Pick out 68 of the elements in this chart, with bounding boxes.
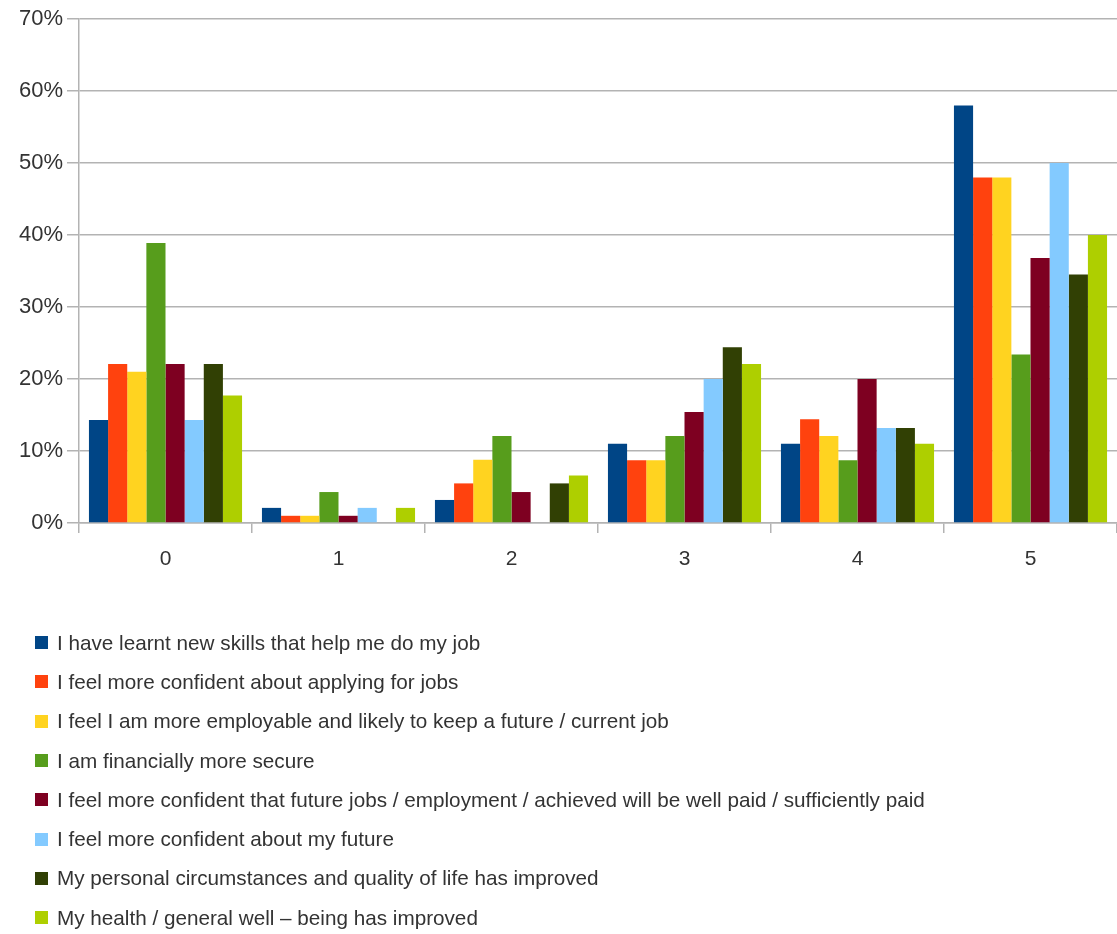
legend-label: I feel more confident that future jobs / employment / achieved will be well paid / sufficiently paid: [57, 787, 925, 812]
bar: [281, 515, 301, 523]
legend-label: My health / general well – being has improved: [57, 905, 478, 930]
bar: [684, 412, 704, 523]
bar: [780, 443, 801, 523]
y-tick-label: 10%: [18, 437, 63, 463]
bar: [395, 507, 416, 523]
x-tick-label: 4: [851, 546, 864, 570]
x-tick-label: 5: [1024, 546, 1037, 570]
bar: [1087, 235, 1108, 523]
bar: [819, 435, 839, 523]
legend-label: I have learnt new skills that help me do my job: [57, 630, 481, 655]
bar: [568, 475, 589, 523]
bar: [1030, 258, 1050, 523]
bar: [357, 507, 377, 523]
y-tick-label: 0%: [31, 509, 63, 535]
x-tick-label: 0: [159, 546, 172, 570]
bar: [184, 420, 204, 523]
bar: [473, 459, 493, 523]
bar: [722, 347, 742, 523]
bar: [665, 435, 685, 523]
bar: [434, 499, 455, 523]
bar: [319, 492, 339, 523]
bar: [203, 363, 223, 523]
bar: [511, 492, 531, 523]
bar: [646, 460, 666, 523]
x-tick-label: 1: [332, 546, 345, 570]
bar: [222, 395, 243, 523]
bar: [953, 105, 974, 523]
x-tick-label: 3: [678, 546, 691, 570]
bar: [300, 515, 320, 523]
bar: [261, 507, 282, 523]
legend-label: I feel more confident about my future: [57, 827, 394, 852]
bar: [800, 419, 820, 523]
bar: [549, 483, 569, 523]
bar: [492, 435, 512, 523]
legend-label: I am financially more secure: [57, 748, 315, 773]
bar: [165, 363, 185, 523]
bar: [146, 242, 166, 523]
y-tick-label: 60%: [18, 77, 63, 103]
bar: [876, 427, 896, 523]
legend-label: I feel I am more employable and likely to keep a future / current job: [57, 709, 669, 734]
bar: [1068, 274, 1088, 523]
bar: [895, 427, 915, 523]
bar: [627, 460, 647, 523]
legend-label: My personal circumstances and quality of life has improved: [57, 866, 599, 891]
bar: [607, 443, 628, 523]
legend-label: I feel more confident about applying for jobs: [57, 669, 459, 694]
y-tick-label: 20%: [18, 365, 63, 391]
bar: [454, 483, 474, 523]
bar: [1011, 354, 1031, 523]
bar: [973, 177, 993, 523]
bar: [703, 379, 723, 523]
bar: [1049, 163, 1069, 523]
bar: [857, 379, 877, 523]
bar: [992, 177, 1012, 523]
bar: [127, 371, 147, 523]
bar: [914, 443, 935, 523]
bar: [838, 460, 858, 523]
bar: [88, 420, 109, 523]
bar: [741, 363, 762, 523]
bar: [338, 515, 358, 523]
y-tick-label: 70%: [18, 5, 63, 31]
y-tick-label: 50%: [18, 149, 63, 175]
y-tick-label: 40%: [18, 221, 63, 247]
bar: [108, 363, 128, 523]
x-tick-label: 2: [505, 546, 518, 570]
y-tick-label: 30%: [18, 293, 63, 319]
